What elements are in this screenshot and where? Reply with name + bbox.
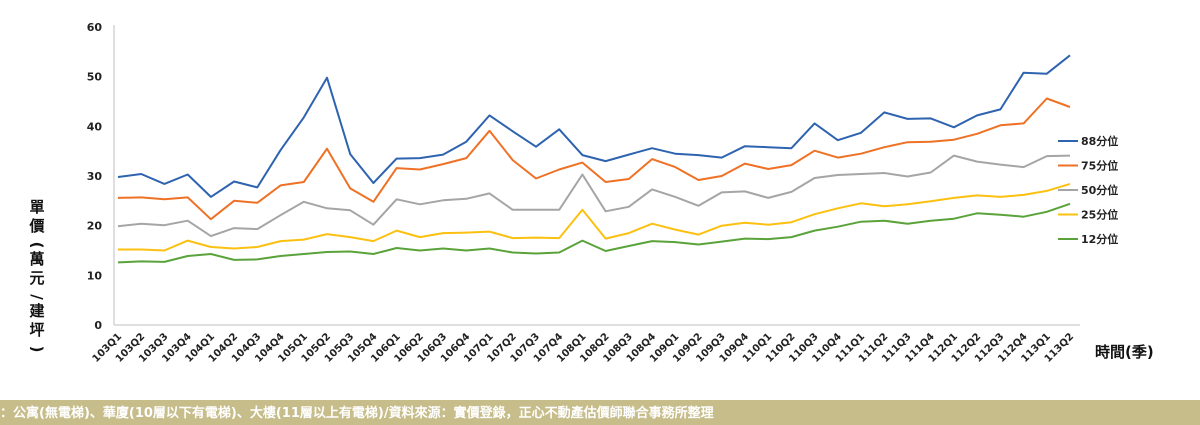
y-tick-label: 50 [87, 71, 103, 84]
y-tick-label: 60 [87, 21, 103, 34]
y-tick-label: 0 [94, 319, 102, 332]
y-tick-label: 30 [87, 170, 103, 183]
y-tick-label: 40 [87, 120, 103, 133]
y-axis-title-char: 價 [28, 217, 45, 235]
legend-label: 50分位 [1081, 183, 1118, 197]
axes [113, 25, 1081, 326]
y-tick-label: 20 [87, 220, 103, 233]
x-axis-title: 時間(季) [1095, 343, 1154, 361]
y-axis-title-char: 元 [29, 269, 44, 287]
series-line [117, 97, 1071, 221]
series-line [118, 182, 1071, 252]
legend-label: 75分位 [1081, 159, 1118, 173]
legend-label: 12分位 [1081, 232, 1118, 246]
footer-note: ：公寓(無電梯)、華廈(10層以下有電梯)、大樓(11層以上有電梯)/資料來源：… [0, 406, 714, 421]
series-line [117, 202, 1071, 264]
y-axis-title-char: 坪 [29, 321, 44, 339]
y-axis-title-char: 單 [29, 198, 44, 216]
legend-label: 25分位 [1081, 208, 1118, 222]
legend: 88分位 75分位 50分位 25分位 12分位 [1058, 134, 1118, 246]
line-chart: 單價 (萬元 / 建坪) 0 10 20 30 40 50 60 103Q1103Q2103Q31… [28, 21, 1154, 365]
y-axis-title-char: ) [28, 346, 46, 353]
y-axis-title: 單價 (萬元 / 建坪) [28, 198, 46, 352]
legend-label: 88分位 [1081, 134, 1118, 148]
y-axis-title-char: / [28, 294, 46, 300]
series-lines [117, 54, 1071, 264]
y-tick-label: 10 [87, 269, 103, 282]
series-line [117, 54, 1071, 198]
y-axis-title-char: ( [28, 242, 46, 249]
y-axis-ticks: 0 10 20 30 40 50 60 [87, 21, 103, 332]
x-axis-ticks: 103Q1103Q2103Q3103Q4104Q1104Q2104Q3104Q4… [91, 331, 1077, 364]
footer-band [0, 400, 1200, 425]
y-axis-title-char: 萬 [29, 250, 44, 268]
y-axis-title-char: 建 [29, 302, 45, 320]
series-line [117, 154, 1071, 238]
